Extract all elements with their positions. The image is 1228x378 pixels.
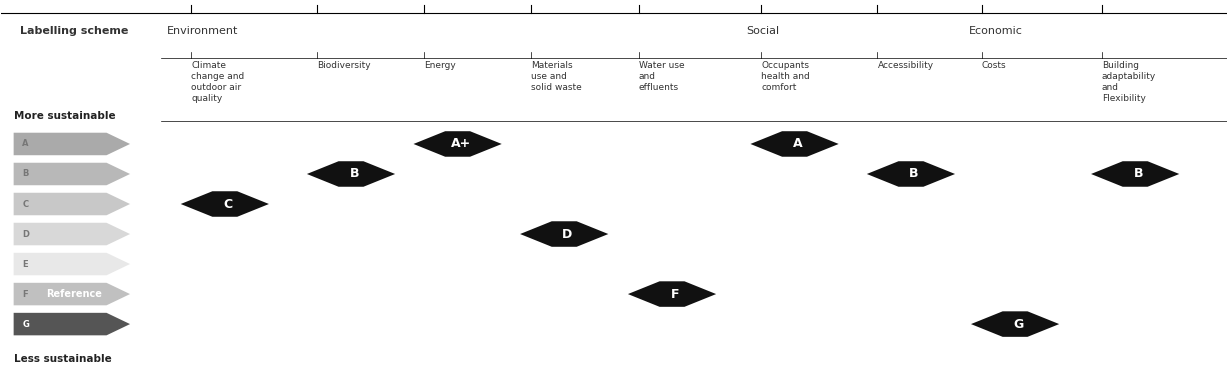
Polygon shape — [181, 191, 269, 217]
Text: C: C — [223, 198, 232, 211]
Text: Energy: Energy — [424, 61, 456, 70]
Text: A: A — [793, 138, 803, 150]
Polygon shape — [14, 163, 130, 185]
Text: B: B — [22, 169, 28, 178]
Polygon shape — [14, 283, 130, 305]
Text: Materials
use and
solid waste: Materials use and solid waste — [530, 61, 581, 92]
Text: A+: A+ — [451, 138, 470, 150]
Text: Labelling scheme: Labelling scheme — [20, 26, 128, 36]
Polygon shape — [521, 221, 608, 247]
Text: Costs: Costs — [981, 61, 1006, 70]
Text: A: A — [22, 139, 28, 149]
Text: Occupants
health and
comfort: Occupants health and comfort — [761, 61, 809, 92]
Text: C: C — [22, 200, 28, 209]
Text: Water use
and
effluents: Water use and effluents — [639, 61, 684, 92]
Text: Accessibility: Accessibility — [878, 61, 933, 70]
Polygon shape — [750, 131, 839, 157]
Text: Environment: Environment — [167, 26, 238, 36]
Text: F: F — [22, 290, 28, 299]
Text: D: D — [22, 229, 29, 239]
Text: B: B — [1133, 167, 1143, 180]
Text: E: E — [22, 260, 28, 268]
Polygon shape — [971, 311, 1060, 337]
Polygon shape — [14, 133, 130, 155]
Text: D: D — [562, 228, 572, 240]
Polygon shape — [307, 161, 395, 187]
Text: Economic: Economic — [969, 26, 1023, 36]
Text: More sustainable: More sustainable — [14, 111, 115, 121]
Text: G: G — [1013, 318, 1023, 331]
Text: Less sustainable: Less sustainable — [14, 353, 112, 364]
Text: F: F — [670, 288, 679, 301]
Polygon shape — [414, 131, 502, 157]
Polygon shape — [14, 193, 130, 215]
Text: G: G — [22, 319, 29, 328]
Text: Reference: Reference — [47, 289, 102, 299]
Text: Social: Social — [747, 26, 780, 36]
Polygon shape — [1090, 161, 1179, 187]
Polygon shape — [867, 161, 955, 187]
Text: Building
adaptability
and
Flexibility: Building adaptability and Flexibility — [1102, 61, 1156, 103]
Polygon shape — [14, 253, 130, 275]
Text: B: B — [350, 167, 359, 180]
Text: Climate
change and
outdoor air
quality: Climate change and outdoor air quality — [192, 61, 244, 103]
Text: Biodiversity: Biodiversity — [318, 61, 371, 70]
Text: B: B — [910, 167, 919, 180]
Polygon shape — [14, 223, 130, 245]
Polygon shape — [14, 313, 130, 335]
Polygon shape — [628, 281, 716, 307]
